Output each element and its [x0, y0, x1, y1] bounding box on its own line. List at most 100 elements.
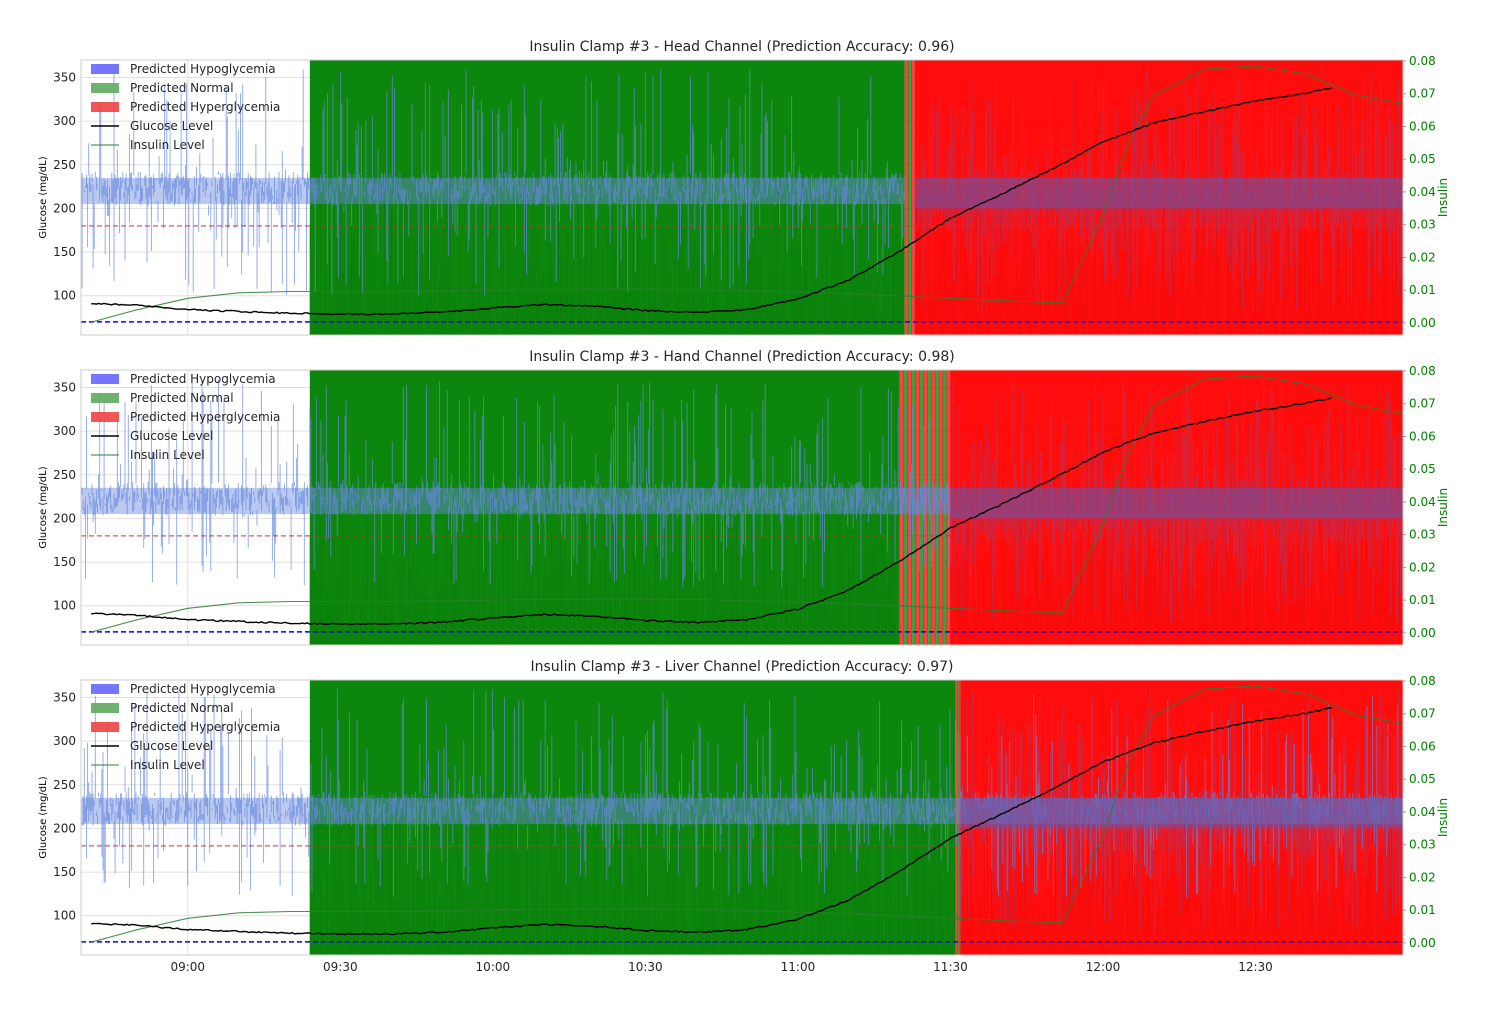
prediction-band-mixed: [908, 60, 912, 335]
legend-swatch: [91, 684, 119, 694]
y-right-tick-label: 0.04: [1409, 805, 1436, 819]
sensor-signal-core: [81, 177, 905, 205]
y-tick-label: 200: [53, 821, 76, 835]
prediction-band-mixed: [915, 370, 920, 645]
y-right-tick-label: 0.02: [1409, 870, 1436, 884]
chart-title: Insulin Clamp #3 - Hand Channel (Predict…: [529, 349, 954, 365]
y-right-tick-label: 0.02: [1409, 250, 1436, 264]
axes-frame: [80, 369, 1404, 646]
y-right-tick-label: 0.08: [1409, 674, 1436, 688]
legend-swatch: [91, 412, 119, 422]
y-right-tick-label: 0.01: [1409, 903, 1436, 917]
insulin-line: [91, 375, 1403, 633]
y-right-axis-label: Insulin: [1436, 488, 1450, 527]
legend: Predicted Hypoglycemia Predicted Normal Pr…: [91, 682, 280, 772]
y-right-tick-label: 0.00: [1409, 316, 1436, 330]
prediction-band-mixed: [911, 60, 916, 335]
prediction-band-mixed: [919, 370, 924, 645]
legend-swatch: [91, 374, 119, 384]
y-right-tick-label: 0.07: [1409, 397, 1436, 411]
legend-label: Predicted Hyperglycemia: [130, 410, 280, 424]
y-right-tick-label: 0.07: [1409, 707, 1436, 721]
panel-2: Insulin Clamp #3 - Hand Channel (Predict…: [38, 349, 1450, 646]
prediction-band-mixed: [923, 370, 928, 645]
y-tick-label: 100: [53, 599, 76, 613]
y-tick-label: 250: [53, 778, 76, 792]
y-tick-label: 350: [53, 380, 76, 394]
sensor-signal-hyper-core: [960, 797, 1403, 829]
sensor-signal-hyper-core: [914, 177, 1403, 209]
y-right-tick-label: 0.03: [1409, 218, 1436, 232]
legend-label: Insulin Level: [130, 758, 205, 772]
legend-label: Insulin Level: [130, 138, 205, 152]
legend-label: Predicted Normal: [130, 81, 234, 95]
legend-label: Predicted Hypoglycemia: [130, 62, 276, 76]
prediction-band-mixed: [957, 680, 960, 955]
legend-label: Predicted Hyperglycemia: [130, 720, 280, 734]
legend-swatch: [91, 722, 119, 732]
band-texture: [914, 184, 1402, 335]
y-right-tick-label: 0.08: [1409, 54, 1436, 68]
y-tick-label: 200: [53, 511, 76, 525]
y-right-tick-label: 0.01: [1409, 283, 1436, 297]
plot-content: [81, 370, 1403, 645]
legend-swatch: [91, 393, 119, 403]
prediction-band-mixed: [958, 680, 962, 955]
legend-label: Predicted Hyperglycemia: [130, 100, 280, 114]
y-right-tick-label: 0.06: [1409, 119, 1436, 133]
x-tick-label: 11:30: [933, 960, 968, 974]
axes-frame: [80, 679, 1404, 956]
legend-label: Predicted Normal: [130, 701, 234, 715]
y-right-tick-label: 0.05: [1409, 152, 1436, 166]
prediction-band-mixed: [904, 60, 909, 335]
y-right-tick-label: 0.03: [1409, 838, 1436, 852]
y-right-tick-label: 0.06: [1409, 739, 1436, 753]
y-right-axis-label: Insulin: [1436, 178, 1450, 217]
y-right-tick-label: 0.04: [1409, 185, 1436, 199]
band-texture: [309, 184, 905, 335]
x-tick-label: 12:30: [1238, 960, 1273, 974]
y-right-axis-label: Insulin: [1436, 798, 1450, 837]
y-tick-label: 100: [53, 289, 76, 303]
x-tick-label: 10:30: [628, 960, 663, 974]
x-tick-label: 09:00: [170, 960, 205, 974]
y-right-tick-label: 0.06: [1409, 429, 1436, 443]
prediction-band-mixed: [907, 370, 912, 645]
legend-swatch: [91, 102, 119, 112]
y-tick-label: 150: [53, 245, 76, 259]
legend-label: Insulin Level: [130, 448, 205, 462]
y-right-tick-label: 0.00: [1409, 626, 1436, 640]
x-tick-label: 12:00: [1086, 960, 1121, 974]
y-tick-label: 300: [53, 114, 76, 128]
prediction-band-mixed: [938, 370, 944, 645]
legend: Predicted Hypoglycemia Predicted Normal Pr…: [91, 372, 280, 462]
y-axis-label: Glucose (mg/dL): [38, 156, 49, 238]
insulin-line: [91, 685, 1403, 943]
glucose-line: [91, 87, 1333, 316]
glucose-line: [91, 397, 1332, 626]
y-tick-label: 300: [53, 734, 76, 748]
y-right-tick-label: 0.05: [1409, 772, 1436, 786]
legend-label: Glucose Level: [130, 739, 213, 753]
glucose-line: [91, 707, 1332, 936]
y-right-tick-label: 0.01: [1409, 593, 1436, 607]
y-tick-label: 150: [53, 555, 76, 569]
sensor-signal-core: [81, 487, 951, 515]
y-tick-label: 250: [53, 158, 76, 172]
legend-label: Predicted Hypoglycemia: [130, 372, 276, 386]
legend-label: Predicted Normal: [130, 391, 234, 405]
y-tick-label: 300: [53, 424, 76, 438]
chart-title: Insulin Clamp #3 - Liver Channel (Predic…: [531, 659, 954, 675]
legend-swatch: [91, 703, 119, 713]
panel-3: Insulin Clamp #3 - Liver Channel (Predic…: [38, 659, 1450, 974]
y-right-tick-label: 0.00: [1409, 936, 1436, 950]
panel-1: Insulin Clamp #3 - Head Channel (Predict…: [38, 39, 1450, 336]
y-tick-label: 350: [53, 70, 76, 84]
y-axis-label: Glucose (mg/dL): [38, 466, 49, 548]
legend-label: Glucose Level: [130, 119, 213, 133]
legend-swatch: [91, 64, 119, 74]
prediction-band-mixed: [903, 370, 908, 645]
y-tick-label: 100: [53, 909, 76, 923]
x-tick-label: 11:00: [781, 960, 816, 974]
